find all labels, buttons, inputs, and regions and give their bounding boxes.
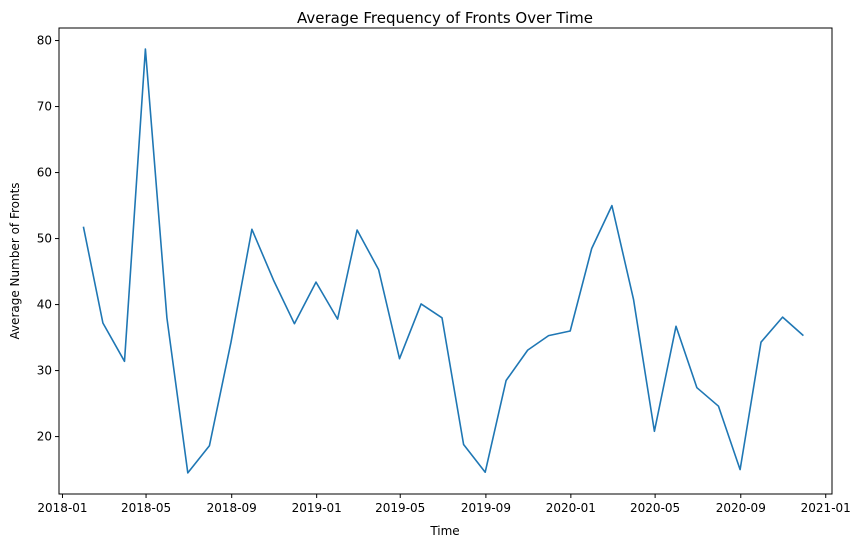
x-tick-label: 2020-01 bbox=[546, 501, 596, 515]
y-tick-label: 40 bbox=[37, 298, 52, 312]
series-line bbox=[82, 48, 804, 474]
x-tick-label: 2021-01 bbox=[801, 501, 851, 515]
axes-frame bbox=[58, 27, 833, 495]
x-tick-label: 2018-05 bbox=[121, 501, 171, 515]
y-tick-label: 30 bbox=[37, 364, 52, 378]
y-tick-label: 50 bbox=[37, 232, 52, 246]
x-tick-label: 2019-09 bbox=[461, 501, 511, 515]
y-tick-label: 60 bbox=[37, 166, 52, 180]
x-tick-label: 2019-01 bbox=[292, 501, 342, 515]
plot-area: 20 30 40 50 60 70 80 2018-01 2018-05 2018-09 2019-… bbox=[37, 34, 851, 515]
x-tick-label: 2018-01 bbox=[37, 501, 87, 515]
x-tick-label: 2019-05 bbox=[375, 501, 425, 515]
y-axis-label: Average Number of Fronts bbox=[8, 182, 22, 339]
y-tick-label: 20 bbox=[37, 430, 52, 444]
chart-title: Average Frequency of Fronts Over Time bbox=[297, 9, 593, 27]
y-tick-label: 80 bbox=[37, 34, 52, 48]
y-tick-label: 70 bbox=[37, 100, 52, 114]
x-tick-label: 2020-05 bbox=[630, 501, 680, 515]
x-tick-label: 2020-09 bbox=[716, 501, 766, 515]
x-tick-label: 2018-09 bbox=[207, 501, 257, 515]
x-axis-label: Time bbox=[429, 524, 459, 538]
